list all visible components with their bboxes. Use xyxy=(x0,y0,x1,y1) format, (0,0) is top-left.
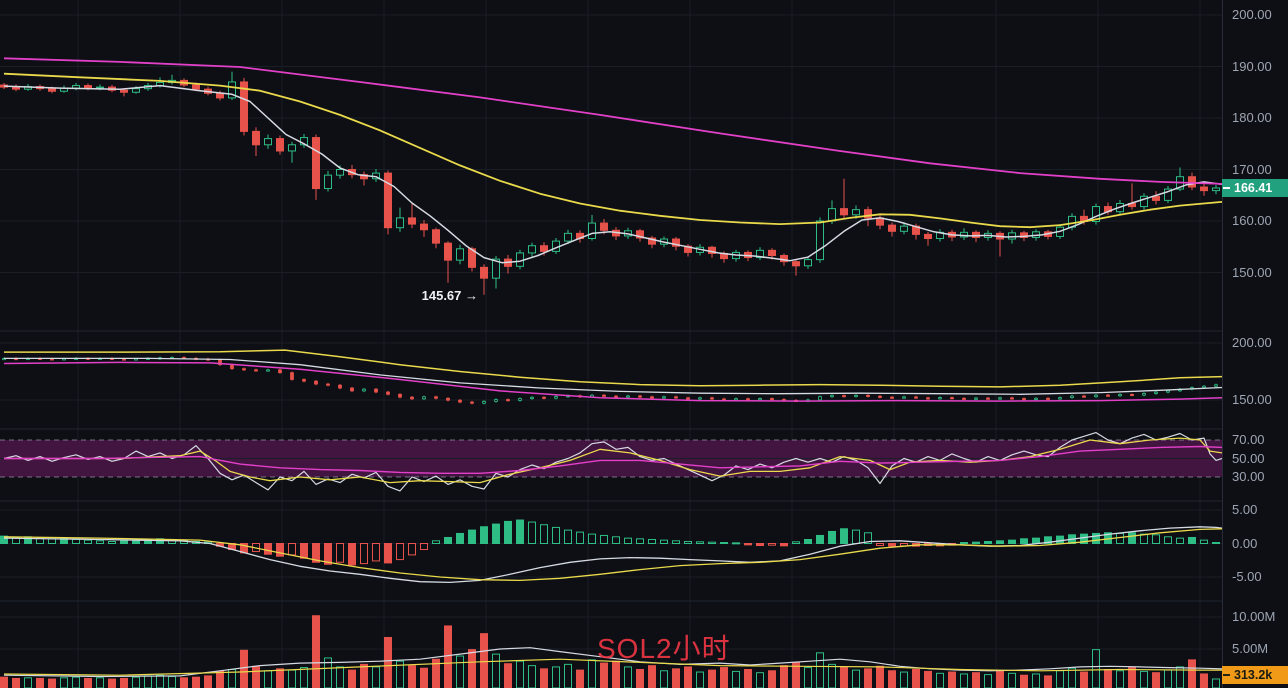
price-axis[interactable]: 200.00 190.00 180.00 170.00 160.00 150.00 200.… xyxy=(1222,0,1288,688)
last-volume-value: 313.2k xyxy=(1234,668,1273,682)
volume-line-tick-icon xyxy=(1223,674,1230,676)
axis-tick-label: 150.00 xyxy=(1232,264,1272,280)
axis-tick-label: 5.00M xyxy=(1232,641,1269,656)
chart-canvas[interactable] xyxy=(0,0,1222,688)
axis-tick-label: 190.00 xyxy=(1232,58,1272,74)
axis-tick-label: 180.00 xyxy=(1232,110,1272,125)
axis-tick-label: 200.00 xyxy=(1232,7,1272,22)
axis-tick-label: 50.00 xyxy=(1232,450,1265,466)
axis-tick-label: 30.00 xyxy=(1232,469,1265,484)
last-volume-badge: 313.2k xyxy=(1222,666,1288,684)
axis-tick-label: 170.00 xyxy=(1232,161,1272,177)
axis-tick-label: 5.00 xyxy=(1232,502,1258,517)
price-line-tick-icon xyxy=(1223,187,1230,189)
axis-tick-label: 0.00 xyxy=(1232,535,1258,551)
axis-tick-label: -5.00 xyxy=(1232,569,1262,584)
axis-tick-label: 10.00M xyxy=(1232,609,1276,624)
axis-tick-label: 200.00 xyxy=(1232,335,1272,350)
last-price-badge: 166.41 xyxy=(1222,179,1288,197)
last-price-value: 166.41 xyxy=(1234,181,1273,195)
axis-tick-label: 70.00 xyxy=(1232,432,1265,447)
axis-tick-label: 150.00 xyxy=(1232,392,1272,407)
low-price-annotation: 145.67 → xyxy=(421,288,478,303)
symbol-timeframe-watermark: SOL2小时 xyxy=(597,633,731,664)
axis-tick-label: 160.00 xyxy=(1232,213,1272,228)
